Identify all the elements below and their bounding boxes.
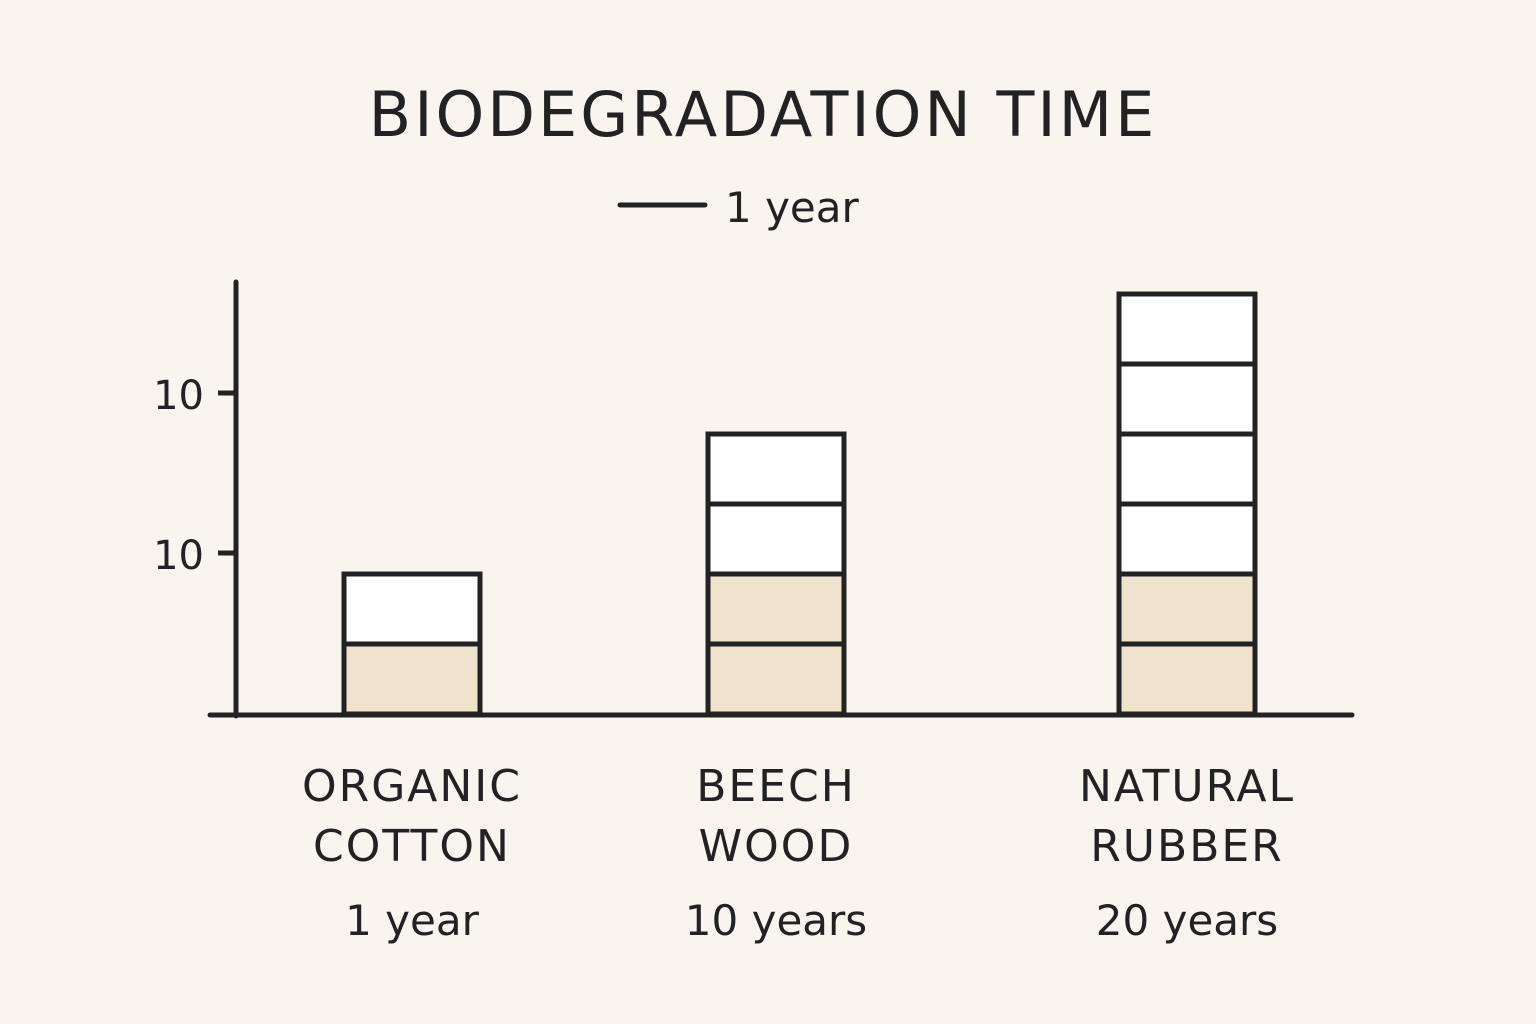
category-label: WOOD xyxy=(699,821,854,872)
category-label: BEECH xyxy=(696,761,856,812)
bar-segment xyxy=(705,571,847,647)
bar-segment xyxy=(341,641,483,717)
y-tick-label: 10 xyxy=(153,533,204,579)
value-label: 1 year xyxy=(345,896,480,945)
bars xyxy=(341,291,1258,717)
bar-segment xyxy=(705,501,847,577)
bar-segment xyxy=(705,431,847,507)
bar-2 xyxy=(1116,291,1258,717)
bar-segment xyxy=(705,641,847,717)
value-label: 10 years xyxy=(685,896,867,945)
bar-segment xyxy=(1116,571,1258,647)
bar-1 xyxy=(705,431,847,717)
bar-segment xyxy=(1116,501,1258,577)
y-tick-label: 10 xyxy=(153,373,204,419)
chart-title: BIODEGRADATION TIME xyxy=(369,78,1158,151)
category-label: NATURAL xyxy=(1079,761,1295,812)
category-labels: ORGANIC COTTON 1 year BEECH WOOD 10 years NATU… xyxy=(302,761,1295,945)
bar-segment xyxy=(1116,361,1258,437)
bar-segment xyxy=(341,571,483,647)
bar-segment xyxy=(1116,641,1258,717)
bar-segment xyxy=(1116,291,1258,367)
legend-label: 1 year xyxy=(725,183,860,232)
legend: 1 year xyxy=(617,183,860,232)
value-label: 20 years xyxy=(1096,896,1278,945)
category-label: COTTON xyxy=(313,821,511,872)
bar-0 xyxy=(341,571,483,717)
bar-segment xyxy=(1116,431,1258,507)
category-label: RUBBER xyxy=(1090,821,1284,872)
category-label: ORGANIC xyxy=(302,761,522,812)
